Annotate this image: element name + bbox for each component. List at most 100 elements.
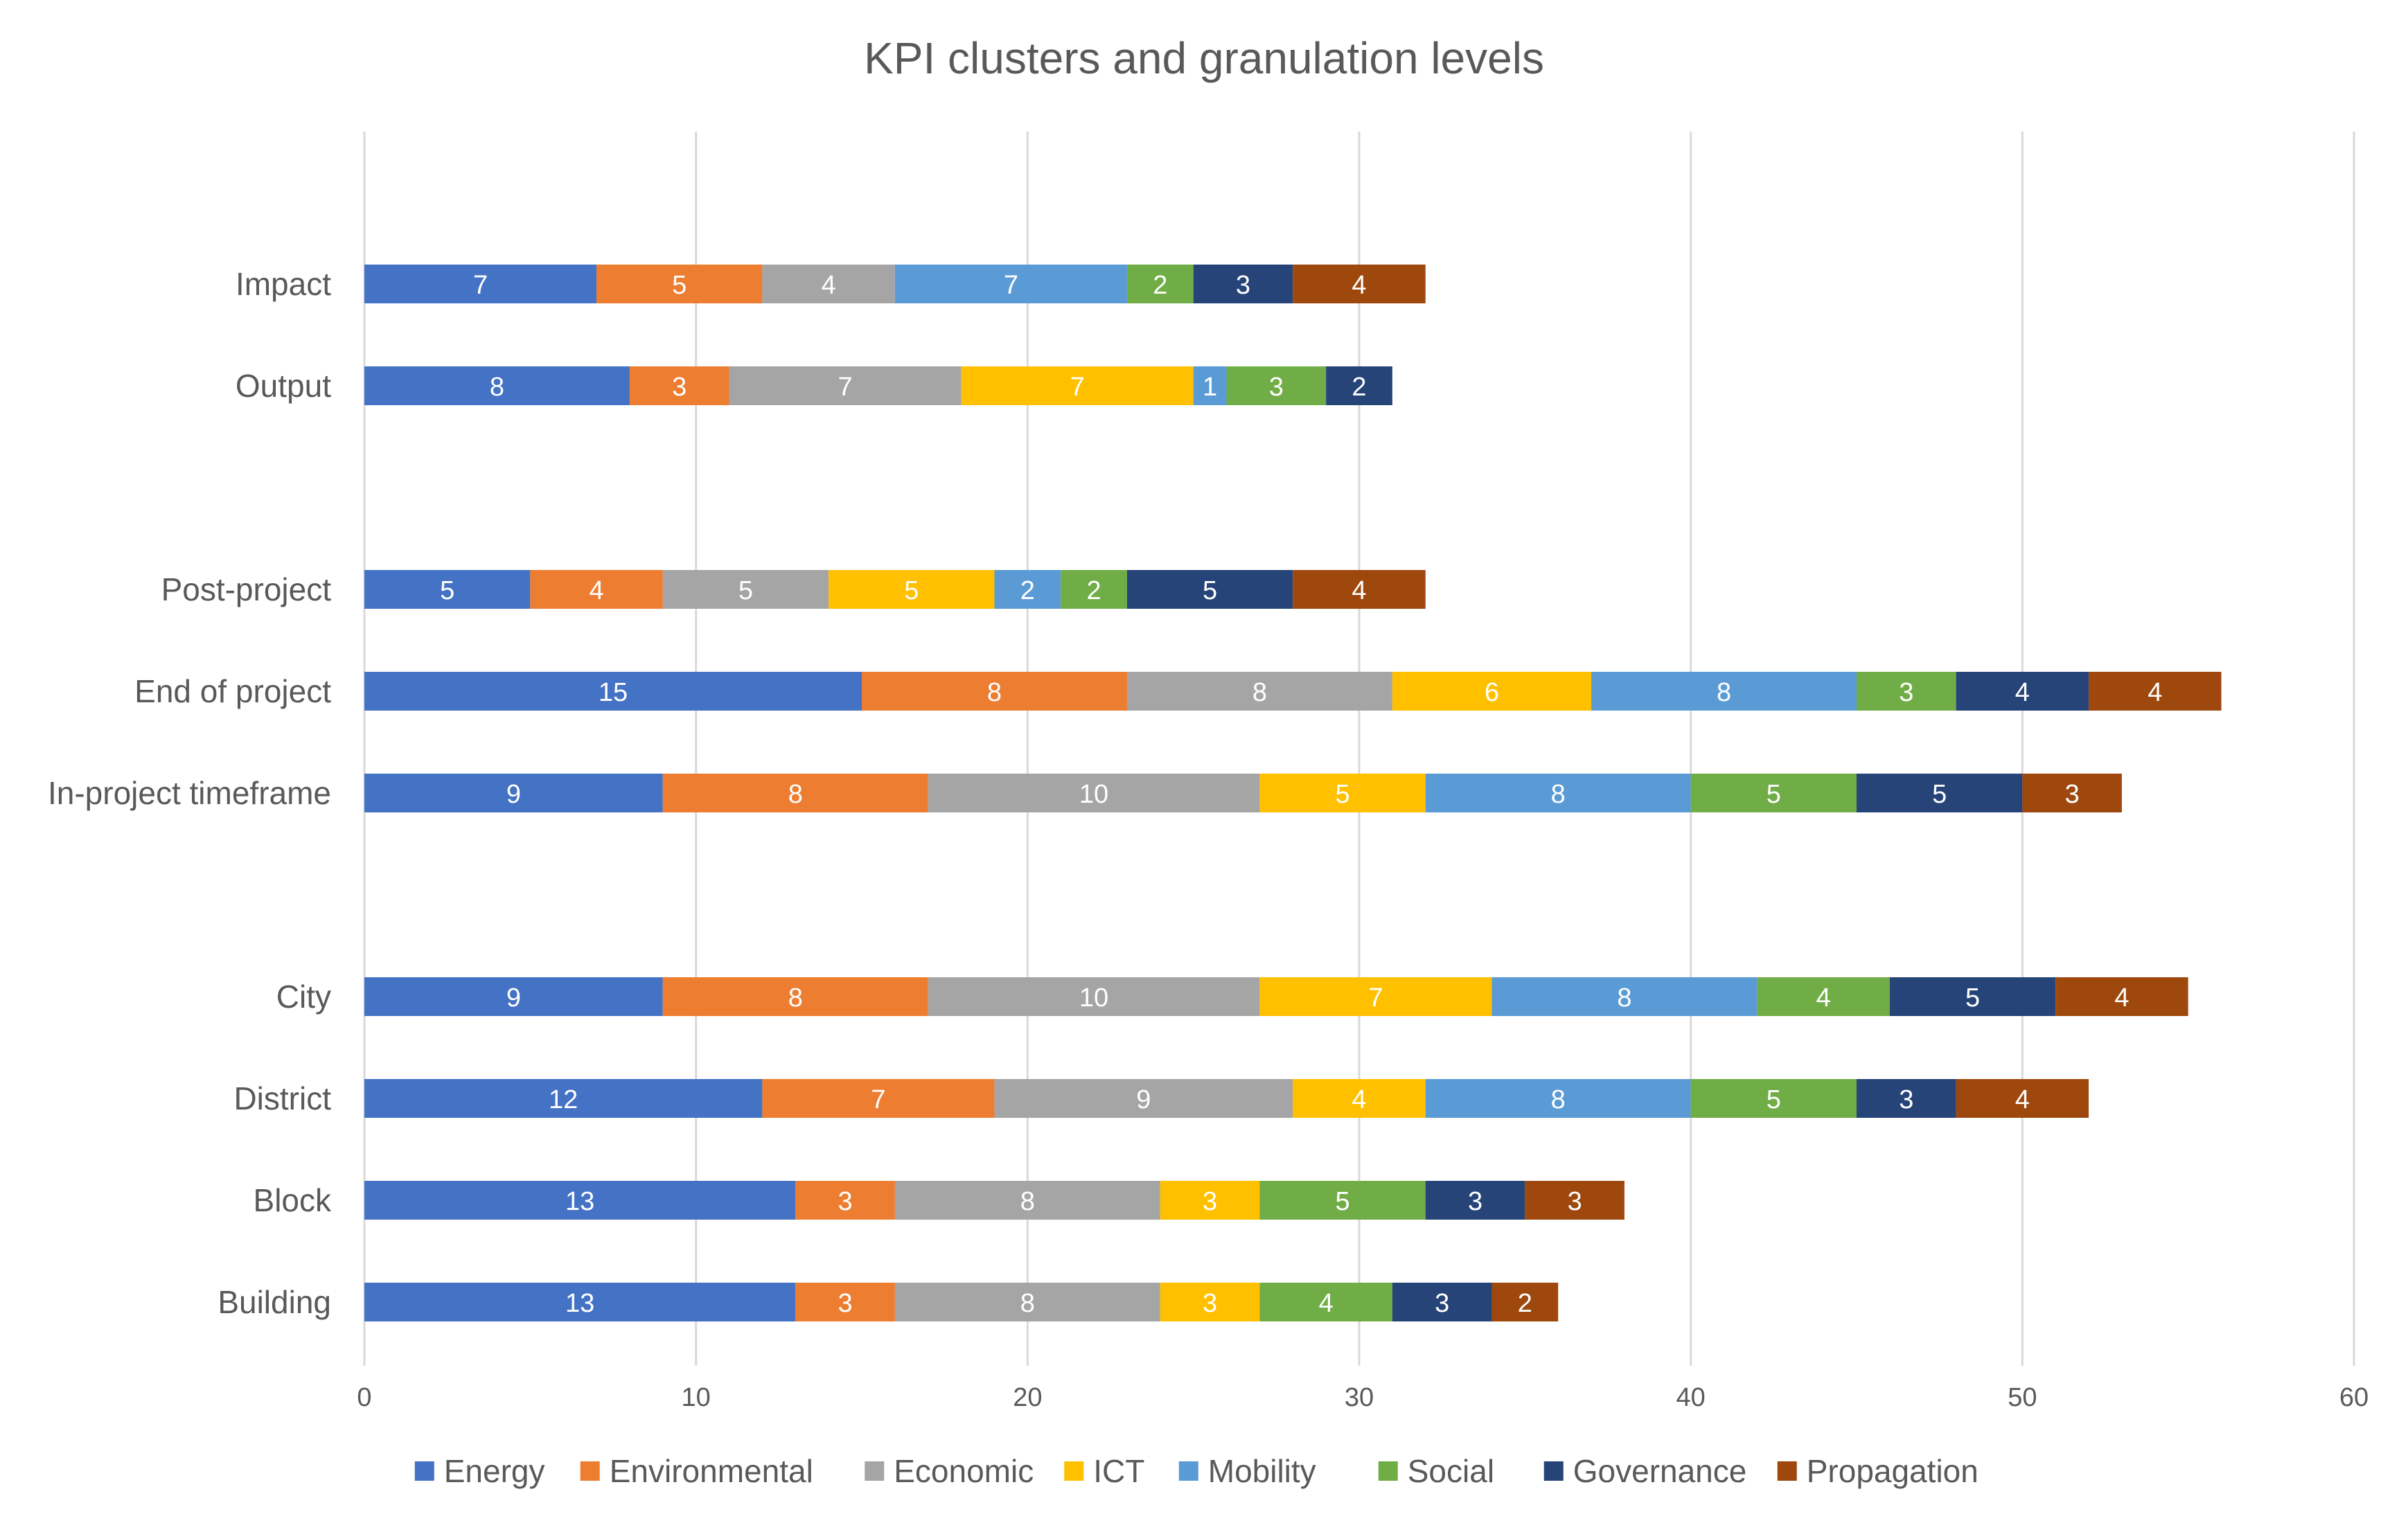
bar-segment-governance[interactable] — [1857, 774, 2023, 812]
bar-segment-environmental[interactable] — [530, 570, 663, 609]
x-tick-label: 20 — [1013, 1383, 1042, 1412]
bar-segment-propagation[interactable] — [2055, 977, 2188, 1016]
bar-segment-ict[interactable] — [1293, 1079, 1426, 1118]
data-label: 3 — [1899, 678, 1913, 707]
bar-segment-social[interactable] — [1690, 774, 1857, 812]
chart-title: KPI clusters and granulation levels — [864, 33, 1544, 83]
bar-segment-environmental[interactable] — [662, 977, 928, 1016]
bar-segment-propagation[interactable] — [1491, 1283, 1559, 1321]
bar-segment-ict[interactable] — [1259, 774, 1426, 812]
bar-segment-ict[interactable] — [1259, 977, 1492, 1016]
data-label: 10 — [1079, 983, 1108, 1013]
bar-segment-propagation[interactable] — [1293, 265, 1426, 303]
data-label: 5 — [672, 271, 687, 300]
bar-segment-economic[interactable] — [894, 1181, 1160, 1220]
legend-item-energy[interactable]: Energy — [414, 1453, 545, 1489]
bar-segment-environmental[interactable] — [862, 672, 1127, 711]
bar-segment-ict[interactable] — [1160, 1283, 1260, 1321]
bar-segment-environmental[interactable] — [662, 774, 928, 812]
bar-segment-governance[interactable] — [1889, 977, 2056, 1016]
bar-row: 9 8 10 7 8 4 5 4 — [364, 977, 2188, 1016]
bar-segment-energy[interactable] — [364, 1181, 796, 1220]
bar-segment-governance[interactable] — [1425, 1181, 1525, 1220]
bar-segment-economic[interactable] — [928, 774, 1260, 812]
bar-segment-economic[interactable] — [994, 1079, 1293, 1118]
bar-segment-governance[interactable] — [1126, 570, 1293, 609]
bar-segment-propagation[interactable] — [2022, 774, 2122, 812]
bar-segment-social[interactable] — [1259, 1181, 1426, 1220]
category-label: Output — [236, 368, 331, 404]
data-label: 4 — [2015, 678, 2030, 707]
bar-segment-economic[interactable] — [662, 570, 829, 609]
bar-segment-governance[interactable] — [1392, 1283, 1492, 1321]
bar-segment-energy[interactable] — [364, 1079, 763, 1118]
category-axis: Impact Output Post-project End of project In… — [48, 266, 332, 1320]
bar-segment-mobility[interactable] — [894, 265, 1127, 303]
bar-segment-environmental[interactable] — [795, 1181, 895, 1220]
bar-segment-governance[interactable] — [1193, 265, 1293, 303]
bar-segment-environmental[interactable] — [629, 366, 729, 405]
legend-swatch — [1378, 1461, 1398, 1481]
bar-segment-ict[interactable] — [961, 366, 1194, 405]
bar-segment-energy[interactable] — [364, 672, 862, 711]
legend-item-social[interactable]: Social — [1378, 1453, 1494, 1489]
legend-item-economic[interactable]: Economic — [865, 1453, 1034, 1489]
bar-segment-mobility[interactable] — [1591, 672, 1857, 711]
bar-segment-energy[interactable] — [364, 1283, 796, 1321]
bar-segment-governance[interactable] — [1326, 366, 1392, 405]
legend-item-propagation[interactable]: Propagation — [1777, 1453, 1978, 1489]
bar-segment-environmental[interactable] — [762, 1079, 995, 1118]
data-label: 7 — [1368, 983, 1383, 1013]
bar-segment-social[interactable] — [1126, 265, 1194, 303]
data-label: 8 — [1617, 983, 1631, 1013]
bar-segment-mobility[interactable] — [994, 570, 1061, 609]
bar-segment-propagation[interactable] — [2089, 672, 2222, 711]
legend-item-governance[interactable]: Governance — [1543, 1453, 1747, 1489]
bar-row: 15 8 8 6 8 3 4 4 — [364, 672, 2222, 711]
bar-row: 12 7 9 4 8 5 3 4 — [364, 1079, 2089, 1118]
legend-label: Energy — [444, 1453, 545, 1489]
bar-segment-economic[interactable] — [928, 977, 1260, 1016]
bar-segment-social[interactable] — [1226, 366, 1327, 405]
bar-segment-governance[interactable] — [1956, 672, 2089, 711]
legend-item-environmental[interactable]: Environmental — [580, 1453, 813, 1489]
bar-segment-social[interactable] — [1259, 1283, 1392, 1321]
bar-segment-social[interactable] — [1061, 570, 1127, 609]
data-label: 15 — [599, 678, 628, 707]
bar-segment-ict[interactable] — [829, 570, 995, 609]
bar-segment-ict[interactable] — [1160, 1181, 1260, 1220]
bar-segment-propagation[interactable] — [1525, 1181, 1624, 1220]
bar-segment-governance[interactable] — [1857, 1079, 1956, 1118]
bar-segment-propagation[interactable] — [1293, 570, 1426, 609]
legend-item-ict[interactable]: ICT — [1064, 1453, 1144, 1489]
bar-segment-ict[interactable] — [1392, 672, 1592, 711]
bar-segment-economic[interactable] — [762, 265, 895, 303]
data-label: 5 — [1965, 983, 1980, 1013]
bar-segment-energy[interactable] — [364, 774, 663, 812]
bar-segment-propagation[interactable] — [1956, 1079, 2089, 1118]
legend[interactable]: Energy Environmental Economic ICT Mobility So… — [414, 1453, 1978, 1489]
data-label: 5 — [1932, 780, 1947, 809]
bar-segment-energy[interactable] — [364, 570, 531, 609]
bar-segment-economic[interactable] — [1126, 672, 1392, 711]
bar-segment-environmental[interactable] — [795, 1283, 895, 1321]
bar-segment-economic[interactable] — [894, 1283, 1160, 1321]
bar-segment-economic[interactable] — [729, 366, 962, 405]
bar-segment-mobility[interactable] — [1425, 1079, 1691, 1118]
category-label: In-project timeframe — [48, 775, 331, 811]
bar-segment-mobility[interactable] — [1425, 774, 1691, 812]
category-label: Post-project — [161, 571, 332, 607]
bar-segment-mobility[interactable] — [1491, 977, 1758, 1016]
bar-segment-energy[interactable] — [364, 366, 630, 405]
category-label: Block — [254, 1182, 332, 1218]
bar-segment-energy[interactable] — [364, 265, 597, 303]
bar-segment-social[interactable] — [1857, 672, 1956, 711]
legend-item-mobility[interactable]: Mobility — [1178, 1453, 1316, 1489]
data-label: 8 — [1020, 1289, 1035, 1318]
bar-segment-environmental[interactable] — [596, 265, 763, 303]
data-label: 8 — [1717, 678, 1731, 707]
bar-segment-social[interactable] — [1757, 977, 1890, 1016]
bar-segment-social[interactable] — [1690, 1079, 1857, 1118]
bar-segment-mobility[interactable] — [1193, 366, 1227, 405]
bar-segment-energy[interactable] — [364, 977, 663, 1016]
